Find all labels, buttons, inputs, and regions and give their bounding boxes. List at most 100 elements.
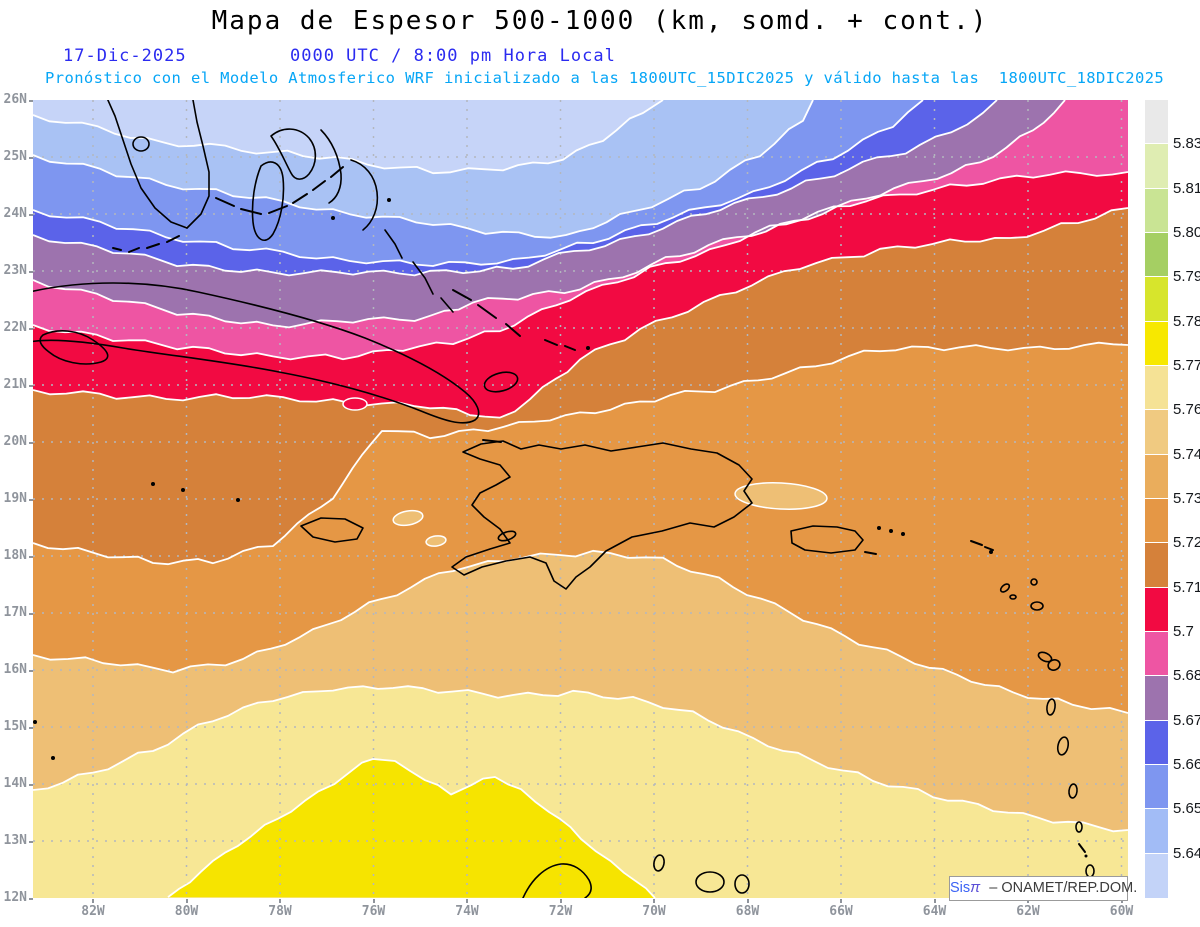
lat-tick — [29, 841, 33, 843]
island-outline — [1009, 594, 1017, 600]
lon-label-66W: 66W — [829, 904, 853, 919]
island-dash — [166, 235, 180, 243]
page-title: Mapa de Espesor 500-1000 (km, somd. + co… — [211, 6, 989, 36]
coastline — [451, 440, 753, 590]
lon-tick — [1120, 899, 1123, 903]
island-dash — [564, 345, 576, 351]
lon-label-78W: 78W — [268, 904, 292, 919]
island-dash — [240, 208, 262, 215]
colorbar-segment — [1145, 454, 1168, 499]
island-dot — [33, 720, 37, 724]
colorbar-value-5.831: 5.831 — [1173, 135, 1200, 153]
coastline — [251, 161, 285, 242]
attribution-text: – ONAMET/REP.DOM. — [989, 880, 1138, 896]
island-dash — [268, 205, 288, 214]
island-dash — [292, 193, 308, 204]
island-dot — [151, 482, 155, 486]
lat-label-13N: 13N — [3, 833, 27, 848]
colorbar-segment — [1145, 676, 1168, 721]
colorbar-segment — [1145, 543, 1168, 588]
lon-label-62W: 62W — [1016, 904, 1040, 919]
island-dash — [505, 323, 521, 337]
colorbar-value-5.736: 5.736 — [1173, 490, 1200, 507]
island-dash — [112, 247, 122, 251]
island-outline — [497, 530, 517, 542]
island-dash — [312, 180, 326, 191]
coastline — [39, 330, 109, 365]
forecast-map — [33, 100, 1128, 898]
colorbar-value-5.807: 5.807 — [1173, 224, 1200, 241]
colorbar-segment — [1145, 764, 1168, 810]
lat-tick — [29, 898, 33, 900]
island-outline — [132, 136, 150, 152]
coastline — [440, 297, 454, 313]
lat-label-21N: 21N — [3, 377, 27, 392]
island-dot — [1084, 854, 1088, 858]
coastline — [412, 261, 434, 295]
island-outline — [1030, 601, 1044, 611]
lat-label-16N: 16N — [3, 662, 27, 677]
coastline — [270, 128, 317, 180]
coastline — [384, 229, 403, 259]
contour-pocket — [734, 482, 828, 510]
island-outline — [1030, 578, 1038, 586]
lat-label-24N: 24N — [3, 206, 27, 221]
island-dot — [989, 550, 993, 554]
lon-label-70W: 70W — [642, 904, 666, 919]
coastline — [107, 100, 188, 229]
contour-pocket — [392, 509, 424, 527]
system-name-prefix: Sis — [950, 880, 971, 896]
colorbar-segment — [1145, 498, 1168, 544]
colorbar-segment — [1145, 100, 1168, 145]
island-dash — [128, 247, 140, 253]
colorbar-value-5.819: 5.819 — [1173, 179, 1200, 197]
attribution-box: Sisπ – ONAMET/REP.DOM. — [949, 876, 1137, 901]
contour-pocket — [342, 397, 368, 411]
colorbar-segment — [1145, 188, 1168, 233]
island-outline — [653, 854, 665, 872]
lat-tick — [29, 271, 33, 273]
coastline — [350, 159, 379, 231]
lon-tick — [1027, 899, 1029, 903]
lon-tick — [92, 899, 94, 903]
colorbar-value-5.712: 5.712 — [1173, 578, 1200, 596]
lat-label-18N: 18N — [3, 548, 27, 563]
island-dash — [984, 546, 994, 551]
lat-tick — [29, 613, 33, 615]
colorbar-legend — [1145, 100, 1168, 898]
yellow-dome-band — [168, 759, 655, 898]
lon-tick — [653, 899, 655, 903]
colorbar-value-5.748: 5.748 — [1173, 445, 1200, 463]
island-dash — [477, 304, 497, 319]
coastline — [33, 282, 480, 424]
island-outline — [1056, 736, 1070, 756]
colorbar-segment — [1145, 365, 1168, 411]
colorbar-value-5.688: 5.688 — [1173, 667, 1200, 685]
date-line: 17-Dic-2025 0000 UTC / 8:00 pm Hora Loca… — [0, 46, 1200, 66]
lon-tick — [466, 899, 468, 903]
lon-label-68W: 68W — [735, 904, 760, 919]
forecast-date: 17-Dic-2025 — [63, 46, 187, 66]
island-dot — [387, 198, 391, 202]
lat-tick — [29, 670, 33, 672]
lat-label-19N: 19N — [3, 491, 27, 506]
coastlines-group — [33, 100, 1102, 898]
lon-tick — [559, 899, 562, 903]
lat-tick — [29, 556, 33, 558]
island-outline — [734, 874, 750, 894]
lat-tick — [29, 214, 33, 216]
contour-lines-group — [33, 100, 1128, 898]
island-dot — [586, 346, 590, 350]
colorbar-value-5.783: 5.783 — [1173, 312, 1200, 330]
coastline — [790, 525, 864, 554]
lon-tick — [279, 899, 281, 903]
island-outline — [1075, 821, 1083, 833]
lat-tick — [29, 157, 33, 159]
colorbar-value-5.664: 5.664 — [1173, 756, 1200, 773]
lon-tick — [840, 899, 842, 903]
lat-label-20N: 20N — [3, 434, 27, 449]
colorbar-segment — [1145, 321, 1168, 366]
colorbar-segment — [1145, 720, 1168, 765]
island-dot — [877, 526, 881, 530]
contour-pocket — [425, 535, 447, 547]
